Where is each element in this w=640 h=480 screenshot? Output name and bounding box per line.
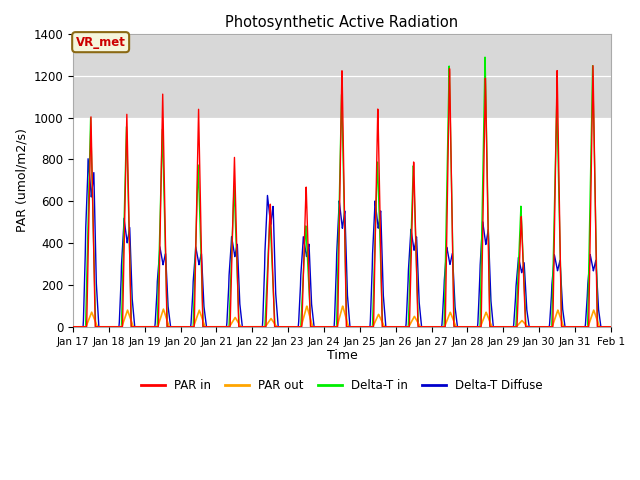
Bar: [73, 34, 611, 118]
X-axis label: Time: Time: [326, 349, 357, 362]
Y-axis label: PAR (umol/m2/s): PAR (umol/m2/s): [15, 129, 28, 232]
Title: Photosynthetic Active Radiation: Photosynthetic Active Radiation: [225, 15, 458, 30]
Legend: PAR in, PAR out, Delta-T in, Delta-T Diffuse: PAR in, PAR out, Delta-T in, Delta-T Dif…: [136, 374, 548, 397]
Text: VR_met: VR_met: [76, 36, 125, 48]
